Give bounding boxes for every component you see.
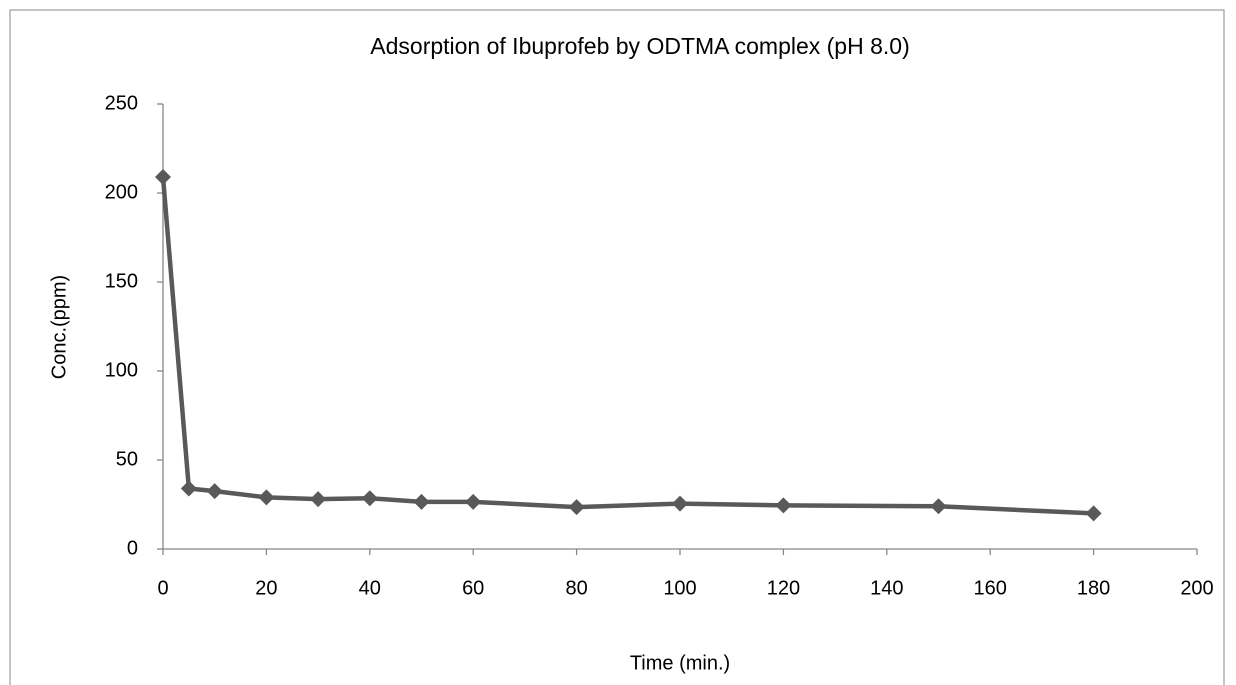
- data-point: [180, 480, 197, 497]
- x-tick-label: 160: [974, 577, 1007, 599]
- data-point: [413, 493, 430, 510]
- x-tick-label: 60: [462, 577, 484, 599]
- y-tick-label: 250: [105, 92, 138, 114]
- data-point: [206, 483, 223, 500]
- x-tick-label: 80: [565, 577, 587, 599]
- x-tick-label: 120: [767, 577, 800, 599]
- x-tick-label: 40: [359, 577, 381, 599]
- y-tick-label: 200: [105, 181, 138, 203]
- data-point: [568, 499, 585, 516]
- x-tick-label: 0: [157, 577, 168, 599]
- x-tick-label: 200: [1180, 577, 1213, 599]
- data-point: [465, 493, 482, 510]
- data-point: [258, 489, 275, 506]
- data-point: [155, 168, 171, 185]
- y-tick-label: 150: [105, 270, 138, 292]
- data-point: [930, 498, 947, 515]
- chart-title: Adsorption of Ibuprofeb by ODTMA complex…: [370, 33, 909, 59]
- data-point: [310, 491, 327, 508]
- y-tick-label: 0: [127, 537, 138, 559]
- data-point: [672, 495, 688, 512]
- data-point: [775, 497, 792, 514]
- x-tick-label: 20: [255, 577, 277, 599]
- chart-frame: [9, 9, 1225, 685]
- x-axis-label: Time (min.): [630, 652, 730, 674]
- y-tick-label: 100: [105, 359, 138, 381]
- series-line: [160, 176, 1094, 516]
- y-tick-label: 50: [116, 448, 138, 470]
- x-tick-label: 140: [870, 577, 903, 599]
- data-point: [1085, 505, 1102, 522]
- y-axis-label: Conc.(ppm): [48, 275, 70, 379]
- data-point: [361, 490, 378, 507]
- x-tick-label: 100: [663, 577, 696, 599]
- x-tick-label: 180: [1077, 577, 1110, 599]
